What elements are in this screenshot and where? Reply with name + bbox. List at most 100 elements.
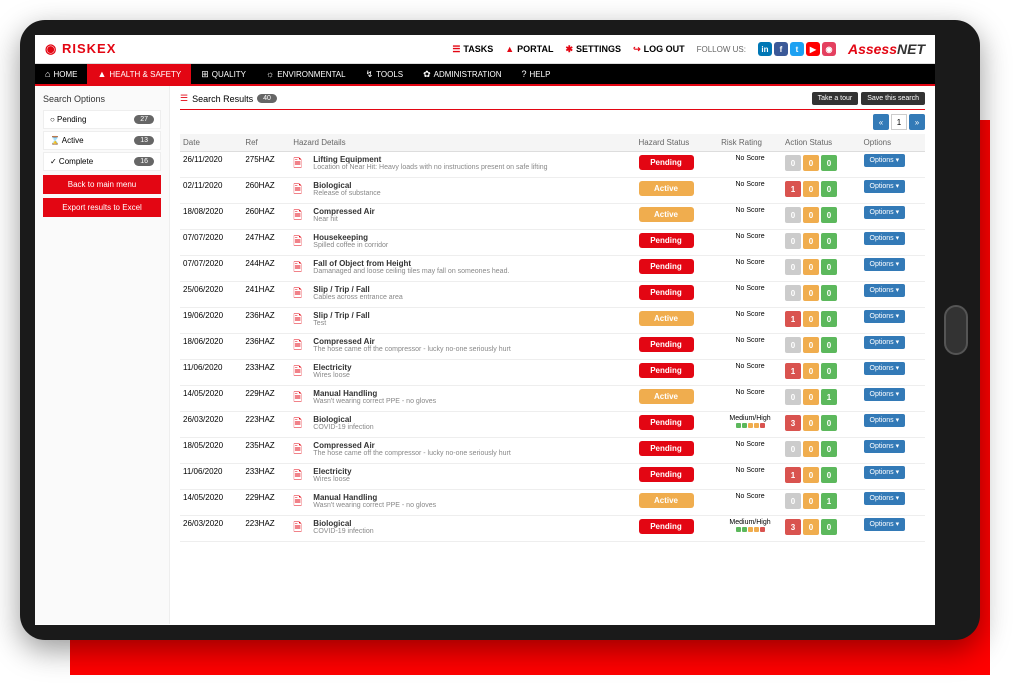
options-button[interactable]: Options ▾ [864, 258, 906, 271]
cell-details: Slip / Trip / FallCables across entrance… [310, 282, 635, 308]
youtube-icon[interactable]: ▶ [806, 42, 820, 56]
cell-date: 18/08/2020 [180, 204, 242, 230]
action-count-box: 0 [803, 233, 819, 249]
options-button[interactable]: Options ▾ [864, 492, 906, 505]
col-status: Hazard Status [636, 134, 719, 152]
cell-action: 100 [782, 464, 861, 490]
action-count-box: 1 [785, 363, 801, 379]
nav-home[interactable]: ⌂ HOME [35, 64, 87, 84]
screen: ◉ RISKEX ☰ TASKS▲ PORTAL✱ SETTINGS↪ LOG … [35, 35, 935, 625]
doc-icon: 🗎 [290, 204, 310, 230]
cell-details: Fall of Object from HeightDamanaged and … [310, 256, 635, 282]
results-header: ☰ Search Results 40 Take a tour Save thi… [180, 92, 925, 110]
action-count-box: 0 [821, 155, 837, 171]
topnav-log out[interactable]: ↪ LOG OUT [633, 44, 685, 55]
options-button[interactable]: Options ▾ [864, 206, 906, 219]
options-button[interactable]: Options ▾ [864, 154, 906, 167]
options-button[interactable]: Options ▾ [864, 310, 906, 323]
nav-quality[interactable]: ⊞ QUALITY [191, 64, 256, 84]
filter-active[interactable]: ⌛ Active13 [43, 131, 161, 150]
cell-status: Pending [636, 256, 719, 282]
options-button[interactable]: Options ▾ [864, 362, 906, 375]
filter-complete[interactable]: ✓ Complete16 [43, 152, 161, 171]
assessnet-logo: AssessNET [848, 41, 925, 57]
cell-options: Options ▾ [861, 152, 925, 178]
facebook-icon[interactable]: f [774, 42, 788, 56]
cell-date: 11/06/2020 [180, 464, 242, 490]
take-tour-button[interactable]: Take a tour [812, 92, 859, 105]
action-count-box: 0 [803, 467, 819, 483]
pager-prev[interactable]: « [873, 114, 889, 130]
twitter-icon[interactable]: t [790, 42, 804, 56]
cell-risk: No Score [718, 308, 782, 334]
cell-details: Lifting EquipmentLocation of Near Hit: H… [310, 152, 635, 178]
cell-status: Active [636, 204, 719, 230]
col-ref: Ref [242, 134, 290, 152]
options-button[interactable]: Options ▾ [864, 232, 906, 245]
cell-risk: No Score [718, 360, 782, 386]
options-button[interactable]: Options ▾ [864, 180, 906, 193]
options-button[interactable]: Options ▾ [864, 414, 906, 427]
action-count-box: 0 [821, 285, 837, 301]
export-excel-button[interactable]: Export results to Excel [43, 198, 161, 217]
cell-options: Options ▾ [861, 230, 925, 256]
follow-label: FOLLOW US: [697, 45, 746, 54]
cell-ref: 260HAZ [242, 204, 290, 230]
action-count-box: 0 [821, 415, 837, 431]
action-count-box: 0 [803, 181, 819, 197]
back-main-button[interactable]: Back to main menu [43, 175, 161, 194]
doc-icon: 🗎 [290, 464, 310, 490]
pager-next[interactable]: » [909, 114, 925, 130]
cell-action: 000 [782, 256, 861, 282]
action-count-box: 0 [803, 155, 819, 171]
instagram-icon[interactable]: ◉ [822, 42, 836, 56]
main-panel: ☰ Search Results 40 Take a tour Save thi… [170, 86, 935, 624]
options-button[interactable]: Options ▾ [864, 388, 906, 401]
results-count: 40 [257, 94, 277, 103]
cell-options: Options ▾ [861, 282, 925, 308]
cell-status: Pending [636, 360, 719, 386]
table-row: 18/05/2020 235HAZ 🗎 Compressed AirThe ho… [180, 438, 925, 464]
nav-help[interactable]: ? HELP [512, 64, 561, 84]
cell-options: Options ▾ [861, 204, 925, 230]
options-button[interactable]: Options ▾ [864, 466, 906, 479]
filter-pending[interactable]: ○ Pending27 [43, 110, 161, 129]
table-row: 07/07/2020 247HAZ 🗎 HousekeepingSpilled … [180, 230, 925, 256]
action-count-box: 0 [803, 311, 819, 327]
cell-ref: 223HAZ [242, 412, 290, 438]
save-search-button[interactable]: Save this search [861, 92, 925, 105]
topnav-settings[interactable]: ✱ SETTINGS [566, 44, 622, 55]
linkedin-icon[interactable]: in [758, 42, 772, 56]
col-details: Hazard Details [290, 134, 635, 152]
options-button[interactable]: Options ▾ [864, 518, 906, 531]
nav-administration[interactable]: ✿ ADMINISTRATION [413, 64, 511, 84]
tablet-home-button[interactable] [944, 305, 968, 355]
nav-health-safety[interactable]: ▲ HEALTH & SAFETY [87, 64, 191, 84]
action-count-box: 1 [785, 181, 801, 197]
options-button[interactable]: Options ▾ [864, 284, 906, 297]
nav-tools[interactable]: ↯ TOOLS [356, 64, 414, 84]
nav-environmental[interactable]: ☼ ENVIRONMENTAL [256, 64, 356, 84]
cell-details: BiologicalRelease of substance [310, 178, 635, 204]
cell-risk: No Score [718, 230, 782, 256]
cell-risk: No Score [718, 334, 782, 360]
table-row: 25/06/2020 241HAZ 🗎 Slip / Trip / FallCa… [180, 282, 925, 308]
cell-risk: Medium/High [718, 516, 782, 542]
topnav-portal[interactable]: ▲ PORTAL [505, 44, 553, 54]
doc-icon: 🗎 [290, 282, 310, 308]
cell-date: 07/07/2020 [180, 256, 242, 282]
action-count-box: 0 [785, 155, 801, 171]
cell-ref: 229HAZ [242, 490, 290, 516]
options-button[interactable]: Options ▾ [864, 440, 906, 453]
action-count-box: 0 [821, 337, 837, 353]
cell-date: 18/06/2020 [180, 334, 242, 360]
cell-risk: No Score [718, 256, 782, 282]
options-button[interactable]: Options ▾ [864, 336, 906, 349]
cell-ref: 233HAZ [242, 464, 290, 490]
topnav-tasks[interactable]: ☰ TASKS [452, 44, 493, 55]
tablet-frame: ◉ RISKEX ☰ TASKS▲ PORTAL✱ SETTINGS↪ LOG … [20, 20, 980, 640]
action-count-box: 0 [785, 207, 801, 223]
cell-options: Options ▾ [861, 334, 925, 360]
col-options: Options [861, 134, 925, 152]
doc-icon: 🗎 [290, 334, 310, 360]
